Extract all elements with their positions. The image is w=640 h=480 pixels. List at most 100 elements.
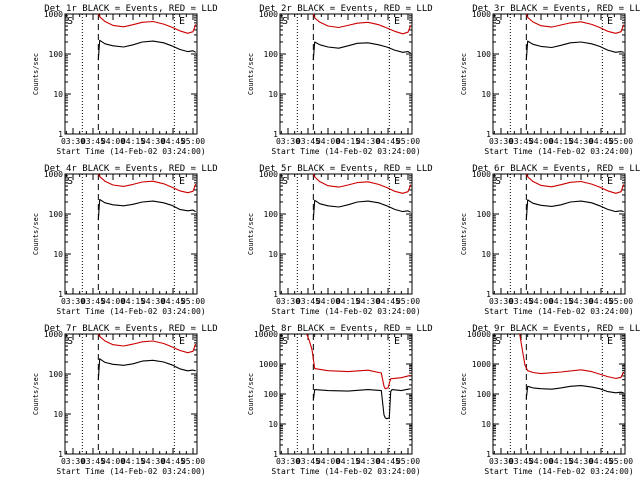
plot-frame <box>279 173 413 295</box>
x-tick-label: 05:00 <box>396 457 420 466</box>
panel-title: Det 3r BLACK = Events, RED = LLD <box>472 4 640 14</box>
y-tick-label: 10 <box>268 420 278 429</box>
x-tick-label: 04:45 <box>376 457 400 466</box>
x-axis-label: Start Time (14-Feb-02 03:24:00) <box>56 147 205 156</box>
y-tick-label: 10 <box>481 250 491 259</box>
x-tick-label: 05:00 <box>181 457 205 466</box>
panel-title: Det 4r BLACK = Events, RED = LLD <box>44 164 217 174</box>
x-tick-label: 04:30 <box>141 297 165 306</box>
plot-frame <box>279 333 413 455</box>
panel-det-4: Det 4r BLACK = Events, RED = LLD 1 10 100 10… <box>32 164 218 316</box>
x-tick-label: 04:15 <box>549 137 573 146</box>
y-tick-label: 100 <box>477 390 492 399</box>
y-axis-label: Counts/sec <box>32 53 40 95</box>
y-tick-label: 1 <box>486 450 491 459</box>
y-tick-label: 1000 <box>472 170 491 179</box>
x-tick-label: 05:00 <box>396 297 420 306</box>
y-tick-label: 10000 <box>254 330 278 339</box>
end-marker-label: E <box>179 336 185 347</box>
panel-title: Det 8r BLACK = Events, RED = LLD <box>259 324 432 334</box>
x-tick-label: 05:00 <box>609 457 633 466</box>
plot-frame <box>64 13 198 135</box>
y-tick-label: 1 <box>58 290 63 299</box>
x-tick-label: 03:45 <box>296 137 320 146</box>
x-tick-label: 04:00 <box>316 457 340 466</box>
x-tick-label: 03:45 <box>509 297 533 306</box>
panel-title: Det 7r BLACK = Events, RED = LLD <box>44 324 217 334</box>
y-tick-label: 100 <box>264 390 279 399</box>
x-tick-label: 03:30 <box>61 137 85 146</box>
x-tick-label: 04:30 <box>569 137 593 146</box>
y-tick-label: 10 <box>268 90 278 99</box>
x-tick-label: 04:45 <box>161 297 185 306</box>
start-marker-label: S <box>495 336 501 347</box>
start-marker-label: S <box>282 336 288 347</box>
y-tick-label: 10 <box>481 90 491 99</box>
y-axis-label: Counts/sec <box>460 53 468 95</box>
y-axis-label: Counts/sec <box>32 213 40 255</box>
y-tick-label: 1 <box>486 290 491 299</box>
y-tick-label: 1000 <box>259 170 278 179</box>
x-tick-label: 04:00 <box>316 137 340 146</box>
x-tick-label: 04:30 <box>569 297 593 306</box>
y-tick-label: 100 <box>477 50 492 59</box>
x-tick-label: 04:15 <box>549 457 573 466</box>
x-tick-label: 04:30 <box>356 137 380 146</box>
x-tick-label: 04:00 <box>529 297 553 306</box>
panel-det-6: Det 6r BLACK = Events, RED = LLD 1 10 100 10… <box>460 164 640 316</box>
series-events-line <box>312 199 411 221</box>
x-tick-label: 03:30 <box>276 457 300 466</box>
y-tick-label: 10 <box>268 250 278 259</box>
y-tick-label: 1 <box>58 130 63 139</box>
series-lld-line <box>97 333 197 354</box>
y-tick-label: 1000 <box>44 330 63 339</box>
x-tick-label: 04:30 <box>356 297 380 306</box>
x-tick-label: 04:00 <box>101 297 125 306</box>
x-tick-label: 03:30 <box>276 137 300 146</box>
x-tick-label: 04:00 <box>101 457 125 466</box>
x-tick-label: 03:45 <box>296 297 320 306</box>
plot-frame <box>64 333 198 455</box>
panel-det-5: Det 5r BLACK = Events, RED = LLD 1 10 100 10… <box>247 164 433 316</box>
x-tick-label: 04:00 <box>529 137 553 146</box>
x-tick-label: 04:00 <box>316 297 340 306</box>
y-tick-label: 10 <box>53 250 63 259</box>
y-tick-label: 10 <box>481 420 491 429</box>
y-axis-label: Counts/sec <box>247 53 255 95</box>
end-marker-label: E <box>394 176 400 187</box>
x-tick-label: 04:45 <box>161 137 185 146</box>
x-axis-label: Start Time (14-Feb-02 03:24:00) <box>56 467 205 476</box>
start-marker-label: S <box>67 336 73 347</box>
y-tick-label: 1000 <box>44 170 63 179</box>
x-tick-label: 03:45 <box>509 457 533 466</box>
x-tick-label: 04:00 <box>529 457 553 466</box>
end-marker-label: E <box>607 176 613 187</box>
x-tick-label: 05:00 <box>396 137 420 146</box>
x-tick-label: 03:30 <box>61 457 85 466</box>
x-tick-label: 04:45 <box>589 137 613 146</box>
y-tick-label: 100 <box>264 50 279 59</box>
series-lld-line <box>97 13 197 34</box>
end-marker-label: E <box>179 16 185 27</box>
y-tick-label: 1 <box>486 130 491 139</box>
x-tick-label: 04:15 <box>121 457 145 466</box>
end-marker-label: E <box>607 16 613 27</box>
end-marker-label: E <box>179 176 185 187</box>
x-tick-label: 04:15 <box>336 297 360 306</box>
series-lld-line <box>519 333 625 379</box>
y-axis-label: Counts/sec <box>247 373 255 415</box>
plot-frame <box>279 13 413 135</box>
x-tick-label: 04:15 <box>336 457 360 466</box>
y-tick-label: 1000 <box>259 360 278 369</box>
x-axis-label: Start Time (14-Feb-02 03:24:00) <box>271 467 420 476</box>
x-tick-label: 04:15 <box>121 137 145 146</box>
x-tick-label: 03:45 <box>81 297 105 306</box>
y-tick-label: 10000 <box>467 330 491 339</box>
x-tick-label: 04:15 <box>336 137 360 146</box>
x-axis-label: Start Time (14-Feb-02 03:24:00) <box>56 307 205 316</box>
y-axis-label: Counts/sec <box>247 213 255 255</box>
x-axis-label: Start Time (14-Feb-02 03:24:00) <box>271 307 420 316</box>
x-tick-label: 05:00 <box>181 137 205 146</box>
x-tick-label: 04:45 <box>376 137 400 146</box>
